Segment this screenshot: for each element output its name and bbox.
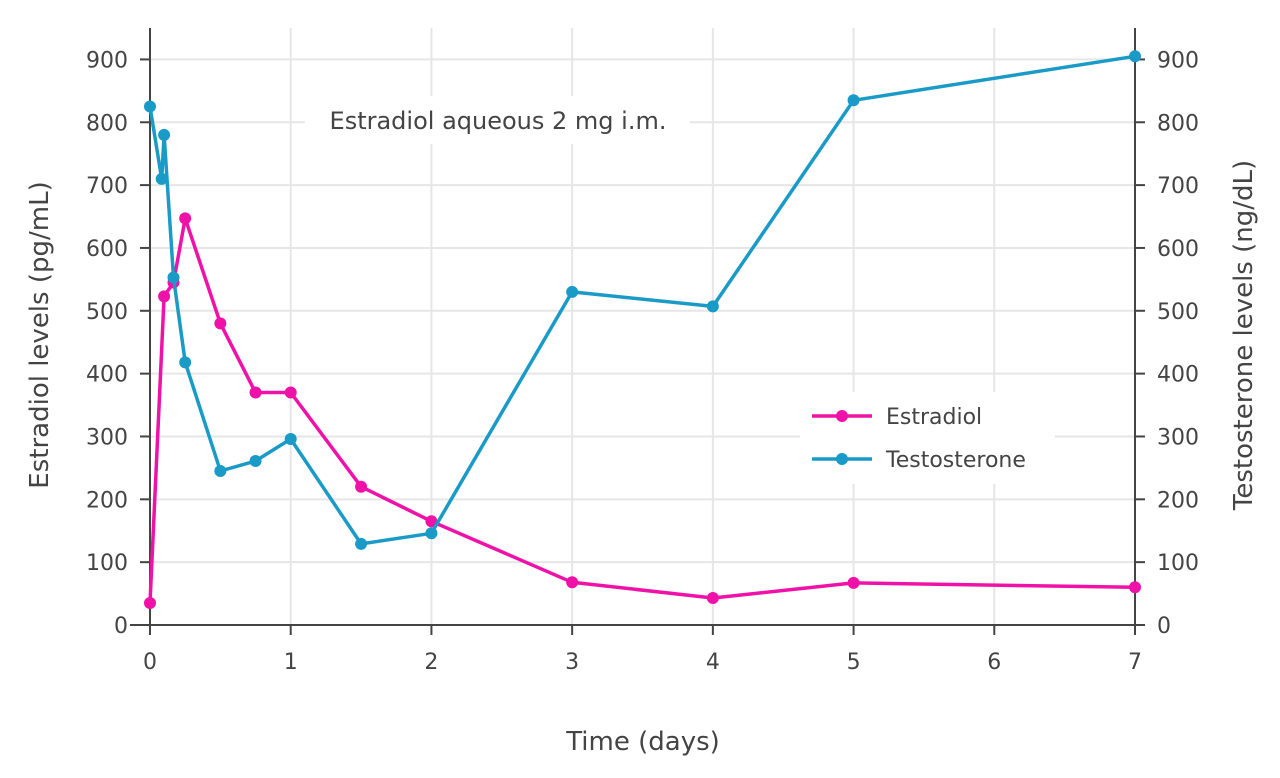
series-line-testosterone: [148, 54, 1137, 546]
data-point-testosterone: [214, 465, 227, 478]
data-point-testosterone: [155, 172, 168, 185]
data-point-estradiol: [847, 576, 860, 589]
data-point-testosterone: [179, 356, 192, 369]
y2-tick-label: 600: [1157, 237, 1199, 262]
data-point-estradiol: [566, 576, 579, 589]
y2-tick-label: 300: [1157, 425, 1199, 450]
data-point-testosterone: [355, 537, 368, 550]
data-point-estradiol: [158, 290, 171, 303]
data-point-estradiol: [355, 480, 368, 493]
legend-swatch-marker: [836, 410, 848, 422]
y2-tick-label: 900: [1157, 48, 1199, 73]
data-point-testosterone: [706, 300, 719, 313]
data-point-testosterone: [566, 285, 579, 298]
y-tick-label: 400: [86, 363, 128, 388]
y-tick-label: 100: [86, 551, 128, 576]
legend-background: [800, 392, 1055, 484]
y2-tick-label: 800: [1157, 111, 1199, 136]
data-point-testosterone: [847, 94, 860, 107]
x-tick-label: 4: [706, 650, 720, 675]
axes: [130, 28, 1145, 635]
data-point-estradiol: [249, 386, 262, 399]
legend-swatch-marker: [836, 453, 848, 465]
legend-label: Estradiol: [886, 405, 982, 430]
data-point-testosterone: [1129, 50, 1141, 63]
y2-tick-label: 700: [1157, 174, 1199, 199]
data-point-testosterone: [425, 527, 438, 540]
data-point-estradiol: [144, 597, 156, 610]
y-tick-label: 700: [86, 174, 128, 199]
y2-axis-title: Testosterone levels (ng/dL): [1229, 160, 1259, 511]
series-group: [144, 50, 1141, 610]
y2-tick-label: 200: [1157, 488, 1199, 513]
data-point-testosterone: [144, 100, 156, 113]
data-point-estradiol: [706, 591, 719, 604]
data-point-testosterone: [249, 454, 262, 467]
y-tick-label: 600: [86, 237, 128, 262]
data-point-estradiol: [214, 317, 227, 330]
x-axis-title: Time (days): [565, 727, 720, 757]
data-point-testosterone: [167, 271, 180, 284]
y-axis-title: Estradiol levels (pg/mL): [25, 181, 55, 488]
y-tick-label: 500: [86, 300, 128, 325]
x-tick-label: 5: [847, 650, 861, 675]
data-point-testosterone: [158, 128, 171, 141]
y2-tick-label: 400: [1157, 363, 1199, 388]
y-tick-label: 300: [86, 425, 128, 450]
annotation-background: [305, 96, 690, 144]
legend: Estradiol Testosterone: [800, 392, 1055, 484]
y2-tick-label: 500: [1157, 300, 1199, 325]
y-tick-label: 0: [114, 614, 128, 639]
data-point-estradiol: [284, 386, 297, 399]
x-tick-label: 7: [1128, 650, 1142, 675]
data-point-estradiol: [425, 515, 438, 528]
y2-tick-label: 100: [1157, 551, 1199, 576]
y-tick-label: 900: [86, 48, 128, 73]
x-tick-label: 6: [987, 650, 1001, 675]
x-tick-label: 0: [143, 650, 157, 675]
legend-label: Testosterone: [885, 448, 1026, 473]
annotation-group: Estradiol aqueous 2 mg i.m.: [305, 96, 690, 144]
chart-annotation: Estradiol aqueous 2 mg i.m.: [330, 107, 667, 135]
data-point-estradiol: [1129, 581, 1141, 594]
y-tick-label: 800: [86, 111, 128, 136]
x-tick-label: 3: [565, 650, 579, 675]
y-tick-label: 200: [86, 488, 128, 513]
x-tick-label: 1: [284, 650, 298, 675]
x-tick-label: 2: [424, 650, 438, 675]
y2-tick-label: 0: [1157, 614, 1171, 639]
data-point-testosterone: [284, 432, 297, 445]
data-point-estradiol: [179, 212, 192, 225]
